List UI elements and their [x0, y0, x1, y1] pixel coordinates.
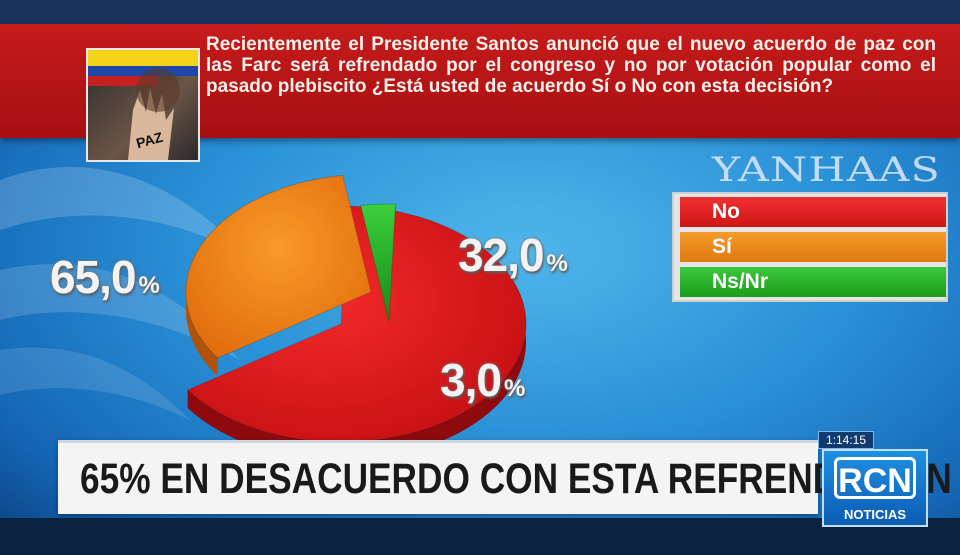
pct-label-no: 65,0% [50, 250, 160, 304]
legend-item-no: No [680, 197, 946, 227]
channel-mark: RCN [834, 457, 916, 500]
pct-label-si: 32,0% [458, 228, 568, 282]
question-photo: PAZ [86, 48, 200, 162]
pct-label-nsnr-sign: % [503, 375, 526, 402]
question-text: Recientemente el Presidente Santos anunc… [206, 34, 936, 97]
headline-bar: 65% EN DESACUERDO CON ESTA REFRENDACIÓN [58, 440, 952, 514]
headline-text: 65% EN DESACUERDO CON ESTA REFRENDACIÓN [80, 455, 952, 503]
pie-slice-no [186, 205, 527, 443]
bottom-strip [0, 518, 960, 555]
broadcast-clock: 1:14:15 [818, 431, 874, 449]
pie-slice-si [185, 174, 372, 359]
pie-slice-nsnr [360, 203, 396, 323]
top-strip [0, 0, 960, 24]
pct-label-si-value: 32,0 [458, 229, 545, 281]
pct-label-nsnr-value: 3,0 [440, 354, 502, 406]
pct-label-si-sign: % [546, 250, 568, 277]
pct-label-no-value: 65,0 [50, 251, 137, 303]
question-bar: PAZ [0, 24, 960, 162]
pollster-logo: YANHAAS [712, 150, 941, 190]
chart-legend: No Sí Ns/Nr [672, 192, 948, 302]
pct-label-nsnr: 3,0% [440, 353, 525, 407]
legend-item-nsnr: Ns/Nr [680, 267, 946, 297]
legend-item-si: Sí [680, 232, 946, 262]
background-swoosh [0, 166, 250, 420]
channel-label: NOTICIAS [843, 507, 907, 522]
channel-logo: RCN NOTICIAS [822, 449, 928, 527]
pct-label-no-sign: % [138, 272, 160, 299]
